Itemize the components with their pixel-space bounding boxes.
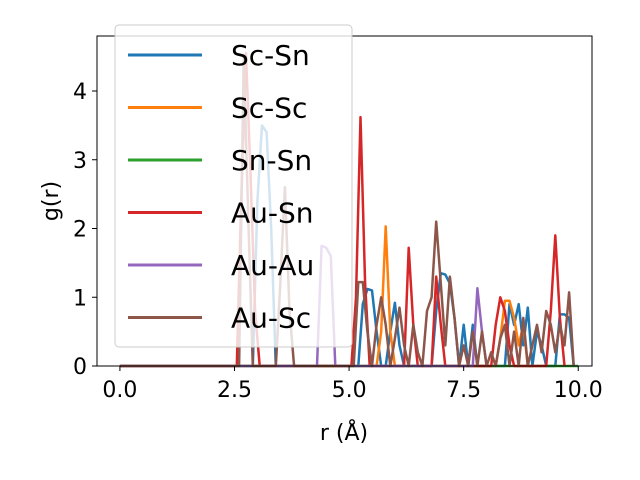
legend-label: Sn-Sn — [231, 144, 312, 177]
legend-label: Au-Sc — [231, 302, 311, 335]
legend: Sc-Sn Sc-Sc Sn-Sn Au-Sn Au-Au Au-Sc — [114, 24, 353, 348]
x-tick-label: 7.5 — [446, 378, 481, 403]
x-axis-label: r (Å) — [320, 419, 368, 446]
x-axis: 0.0 2.5 5.0 7.5 10.0 — [102, 366, 603, 403]
y-tick-label: 1 — [73, 286, 87, 311]
y-axis: 0 1 2 3 4 — [73, 80, 97, 380]
y-tick-label: 3 — [73, 149, 87, 174]
x-tick-label: 0.0 — [102, 378, 137, 403]
y-tick-label: 4 — [73, 80, 87, 105]
y-tick-label: 2 — [73, 218, 87, 243]
legend-label: Sc-Sn — [231, 39, 310, 72]
y-axis-label: g(r) — [39, 181, 64, 221]
legend-label: Au-Au — [231, 249, 314, 282]
legend-box — [114, 24, 353, 348]
x-tick-label: 2.5 — [217, 378, 252, 403]
x-tick-label: 5.0 — [332, 378, 367, 403]
series-line-sc-sn — [119, 124, 575, 368]
legend-label: Au-Sn — [231, 197, 314, 230]
y-tick-label: 0 — [73, 355, 87, 380]
x-tick-label: 10.0 — [554, 378, 603, 403]
legend-label: Sc-Sc — [231, 92, 307, 125]
